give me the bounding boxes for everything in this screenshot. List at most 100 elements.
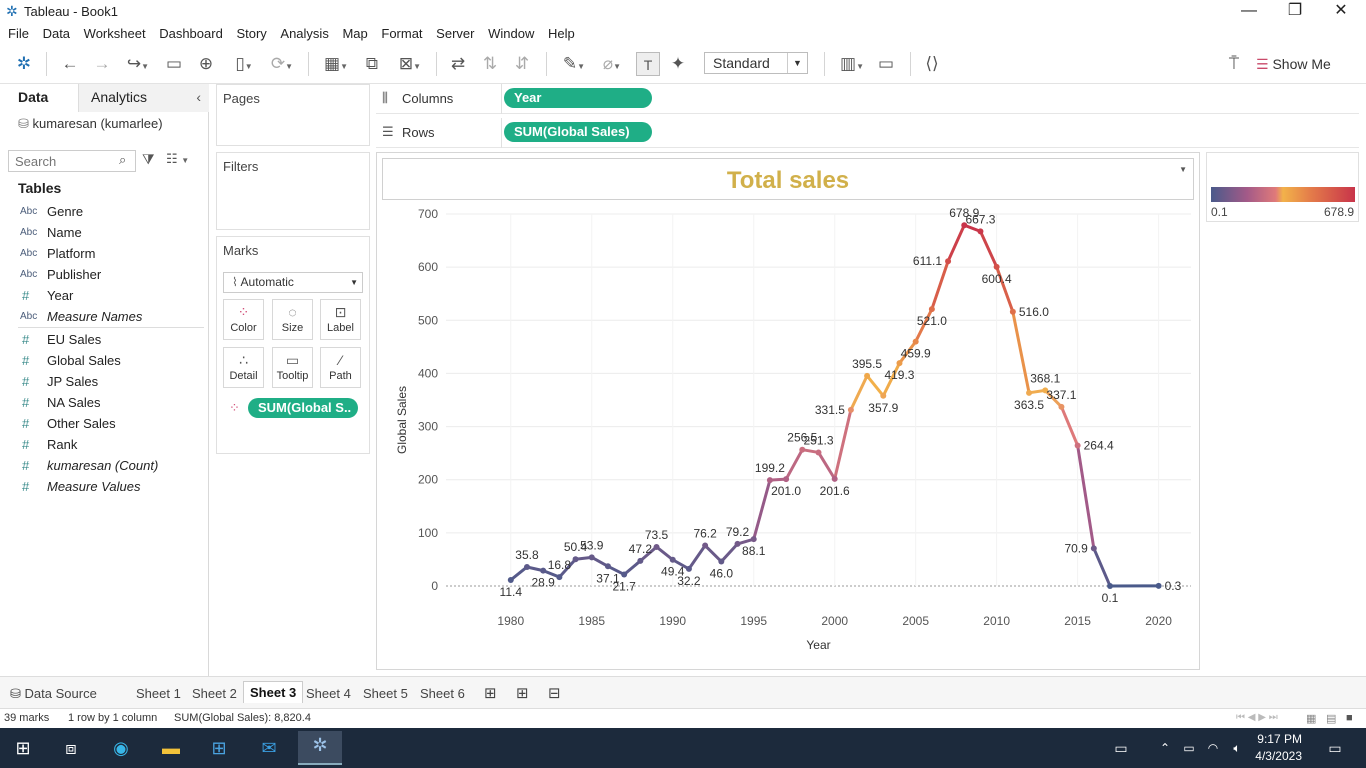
- tab-sheet-5[interactable]: Sheet 5: [363, 686, 408, 701]
- wifi-icon[interactable]: ◠: [1207, 741, 1219, 755]
- tab-sheet-3[interactable]: Sheet 3: [243, 681, 304, 703]
- mail-icon[interactable]: ✉: [261, 738, 277, 758]
- field-na-sales[interactable]: # NA Sales: [0, 392, 205, 413]
- field-year[interactable]: # Year: [0, 285, 205, 306]
- undo-icon[interactable]: ←: [61, 54, 79, 73]
- nav-arrows-icon[interactable]: ⏮ ◀ ▶ ⏭: [1236, 712, 1278, 723]
- show-labels-icon[interactable]: T: [636, 52, 660, 76]
- tab-sheet-2[interactable]: Sheet 2: [192, 686, 237, 701]
- fit-select[interactable]: Standard ▼: [704, 52, 808, 74]
- store-icon[interactable]: ⊞: [211, 738, 227, 758]
- presentation-icon[interactable]: ▭: [877, 54, 895, 73]
- clock[interactable]: 9:17 PM 4/3/2023: [1255, 731, 1302, 765]
- new-dashboard-icon[interactable]: ⊞: [516, 685, 529, 702]
- format-painter-icon[interactable]: ⍑: [1228, 54, 1240, 73]
- columns-pill[interactable]: Year: [504, 88, 652, 108]
- rows-pill[interactable]: SUM(Global Sales): [504, 122, 652, 142]
- filmstrip-view-icon[interactable]: ■: [1346, 712, 1353, 724]
- sort-descending-icon[interactable]: ⇵: [514, 54, 530, 73]
- task-view-icon[interactable]: ⧈: [65, 738, 77, 758]
- pause-updates-icon[interactable]: ▯▼: [235, 54, 253, 73]
- menu-dashboard[interactable]: Dashboard: [159, 26, 223, 41]
- file-explorer-icon[interactable]: ▬: [162, 738, 180, 758]
- color-legend[interactable]: 0.1 678.9: [1206, 152, 1359, 222]
- fix-axes-icon[interactable]: ✦: [670, 54, 686, 73]
- chart-title-box[interactable]: Total sales ▼: [382, 158, 1194, 200]
- field-measure-names[interactable]: Abc Measure Names: [0, 306, 205, 327]
- minimize-icon[interactable]: —: [1241, 2, 1257, 19]
- field-name[interactable]: Abc Name: [0, 222, 205, 243]
- grid-view-icon[interactable]: ▦: [1306, 713, 1317, 725]
- share-icon[interactable]: ⟨⟩: [925, 54, 939, 73]
- menu-worksheet[interactable]: Worksheet: [83, 26, 146, 41]
- color-pill[interactable]: SUM(Global S..: [248, 398, 358, 418]
- edge-icon[interactable]: ◉: [113, 738, 129, 758]
- volume-icon[interactable]: 🔈︎: [1233, 741, 1241, 755]
- show-cards-icon[interactable]: ▥▼: [840, 54, 864, 73]
- field-kumaresan-count[interactable]: # kumaresan (Count): [0, 455, 205, 476]
- rows-shelf[interactable]: ☰ Rows: [376, 118, 1359, 148]
- new-story-icon[interactable]: ⊟: [548, 685, 561, 702]
- tab-data[interactable]: Data: [0, 84, 78, 112]
- collapse-icon[interactable]: ‹: [196, 89, 201, 105]
- restore-icon[interactable]: ❐: [1287, 2, 1303, 19]
- menu-analysis[interactable]: Analysis: [280, 26, 329, 41]
- menu-help[interactable]: Help: [547, 26, 575, 41]
- list-view-icon[interactable]: ▤: [1326, 713, 1337, 725]
- color-button[interactable]: ⁘ Color: [223, 299, 264, 340]
- tab-analytics[interactable]: Analytics ‹: [78, 84, 209, 112]
- desktop-icon[interactable]: ▭: [1114, 740, 1128, 756]
- tab-datasource[interactable]: ⛁ Data Source: [10, 686, 97, 701]
- show-me-button[interactable]: ☰ Show Me: [1256, 56, 1331, 72]
- mark-type-select[interactable]: ⌇ Automatic ▼: [223, 272, 363, 293]
- swap-icon[interactable]: ⇄: [450, 54, 466, 73]
- save-icon[interactable]: ▭: [165, 54, 183, 73]
- field-platform[interactable]: Abc Platform: [0, 243, 205, 264]
- menu-map[interactable]: Map: [342, 26, 368, 41]
- field-rank[interactable]: # Rank: [0, 434, 205, 455]
- replay-icon[interactable]: ↪▼: [126, 54, 150, 73]
- clear-sheet-icon[interactable]: ⊠▼: [398, 54, 422, 73]
- group-icon[interactable]: ⌀▼: [602, 54, 622, 73]
- columns-shelf[interactable]: ⫼ Columns: [376, 84, 1359, 114]
- tableau-home-icon[interactable]: ✲: [16, 54, 32, 73]
- field-publisher[interactable]: Abc Publisher: [0, 264, 205, 285]
- field-eu-sales[interactable]: # EU Sales: [0, 329, 205, 350]
- tooltip-button[interactable]: ▭ Tooltip: [272, 347, 313, 388]
- new-worksheet-icon[interactable]: ▦▼: [324, 54, 348, 73]
- chevron-down-icon[interactable]: ▼: [1179, 165, 1187, 174]
- pages-card[interactable]: Pages: [216, 84, 370, 146]
- filter-icon[interactable]: ⧩: [142, 151, 155, 167]
- filters-card[interactable]: Filters: [216, 152, 370, 230]
- search-input[interactable]: [8, 150, 136, 172]
- menu-file[interactable]: File: [8, 26, 29, 41]
- detail-button[interactable]: ∴ Detail: [223, 347, 264, 388]
- field-measure-values[interactable]: # Measure Values: [0, 476, 205, 497]
- datasource-item[interactable]: ⛁ kumaresan (kumarlee): [18, 116, 163, 131]
- highlight-icon[interactable]: ✎▼: [562, 54, 586, 73]
- path-button[interactable]: ⁄ Path: [320, 347, 361, 388]
- refresh-icon[interactable]: ⟳▼: [270, 54, 294, 73]
- label-button[interactable]: ⊡ Label: [320, 299, 361, 340]
- tab-sheet-6[interactable]: Sheet 6: [420, 686, 465, 701]
- field-other-sales[interactable]: # Other Sales: [0, 413, 205, 434]
- tab-sheet-4[interactable]: Sheet 4: [306, 686, 351, 701]
- windows-start-icon[interactable]: ⊞: [15, 738, 31, 758]
- field-jp-sales[interactable]: # JP Sales: [0, 371, 205, 392]
- tab-sheet-1[interactable]: Sheet 1: [136, 686, 181, 701]
- field-global-sales[interactable]: # Global Sales: [0, 350, 205, 371]
- redo-icon[interactable]: →: [93, 54, 111, 73]
- sort-ascending-icon[interactable]: ⇅: [482, 54, 498, 73]
- view-options-icon[interactable]: ☷ ▼: [166, 151, 190, 166]
- menu-story[interactable]: Story: [236, 26, 267, 41]
- close-icon[interactable]: ✕: [1334, 2, 1348, 19]
- field-genre[interactable]: Abc Genre: [0, 201, 205, 222]
- battery-icon[interactable]: ▭: [1183, 741, 1195, 755]
- menu-window[interactable]: Window: [488, 26, 535, 41]
- chevron-up-icon[interactable]: ⌃: [1159, 741, 1171, 755]
- tableau-taskbar-icon[interactable]: ✲: [298, 731, 342, 765]
- menu-format[interactable]: Format: [381, 26, 423, 41]
- size-button[interactable]: ◌ Size: [272, 299, 313, 340]
- new-worksheet-icon[interactable]: ⊞: [484, 685, 497, 702]
- duplicate-icon[interactable]: ⧉: [365, 54, 379, 73]
